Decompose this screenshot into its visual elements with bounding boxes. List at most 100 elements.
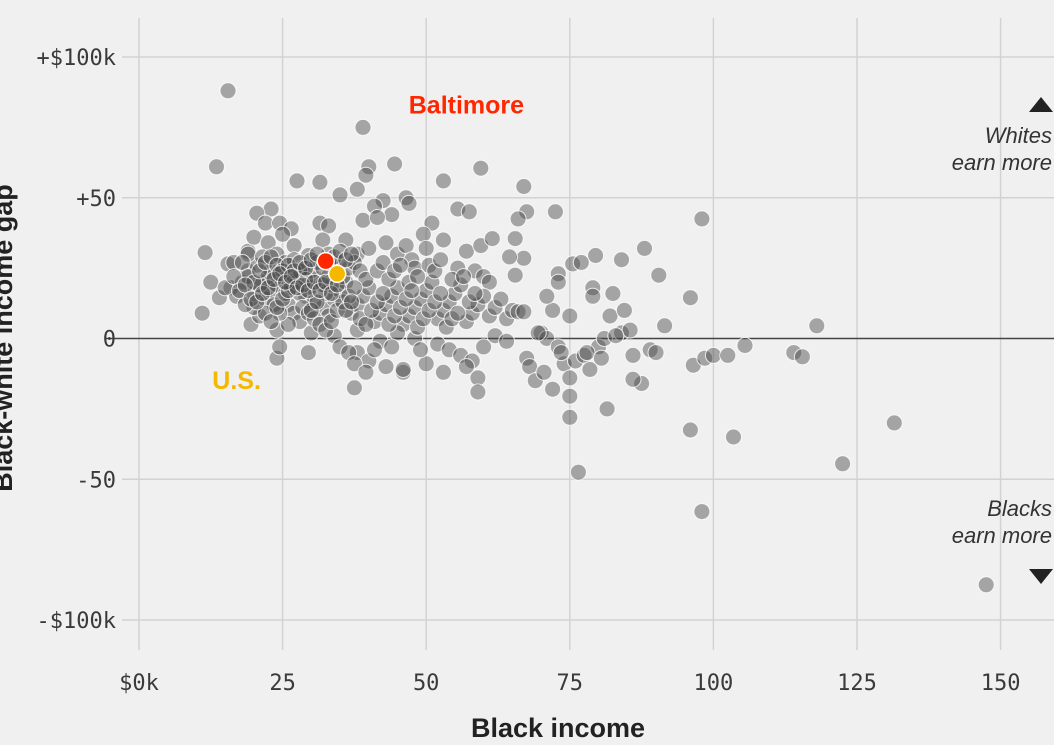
data-point (368, 293, 386, 311)
data-point (345, 379, 363, 397)
data-point (274, 225, 292, 243)
data-point (650, 266, 668, 284)
data-point (808, 317, 826, 335)
data-point (509, 303, 527, 321)
data-point (288, 172, 306, 190)
data-point (343, 245, 360, 263)
data-point (377, 358, 395, 376)
x-tick-label: 125 (837, 671, 877, 696)
data-point (317, 321, 335, 339)
data-point (325, 327, 343, 345)
data-point (360, 239, 378, 257)
data-point (564, 255, 582, 273)
data-point (409, 318, 427, 336)
data-point (561, 408, 579, 426)
x-tick-label: 25 (269, 671, 296, 696)
data-point (567, 352, 584, 370)
data-point (581, 361, 599, 378)
data-point (598, 400, 616, 418)
data-point (208, 158, 225, 176)
data-point (420, 301, 438, 319)
data-point (328, 301, 346, 319)
data-point (578, 344, 596, 362)
y-tick-label: 0 (103, 328, 116, 353)
data-point (412, 341, 429, 359)
data-point (486, 299, 504, 316)
data-point (403, 282, 421, 300)
data-point (322, 285, 340, 302)
data-point (345, 279, 363, 297)
data-point (656, 317, 674, 335)
data-point (693, 210, 711, 228)
data-point (432, 251, 450, 269)
data-point (457, 358, 475, 376)
data-point (363, 301, 381, 319)
data-point (469, 383, 487, 401)
data-point (434, 363, 452, 381)
data-point (354, 211, 372, 229)
data-point (549, 273, 567, 291)
data-point (426, 293, 444, 311)
data-point (297, 259, 315, 277)
y-axis-title: Black-white income gap (0, 184, 18, 492)
data-point (785, 344, 803, 362)
data-point (394, 361, 412, 378)
data-point (793, 348, 811, 366)
data-point (538, 330, 556, 347)
data-point (613, 251, 630, 269)
data-point (337, 301, 355, 319)
data-point (331, 186, 349, 204)
data-point (193, 304, 211, 322)
data-point (636, 239, 653, 257)
y-tick-label: -$100k (37, 609, 116, 634)
data-point (572, 254, 590, 271)
data-point (302, 301, 320, 319)
data-point (498, 332, 516, 350)
data-point (245, 228, 263, 246)
data-point (219, 255, 237, 273)
data-point (308, 293, 326, 311)
data-point (460, 203, 478, 221)
data-point (351, 262, 369, 280)
data-point (506, 266, 524, 284)
data-point (535, 363, 553, 381)
data-point (544, 301, 562, 319)
data-point (348, 180, 366, 198)
data-point (357, 270, 375, 288)
data-point (633, 375, 651, 392)
data-point (561, 307, 579, 325)
data-point (271, 338, 289, 356)
data-points (193, 82, 995, 594)
data-point (466, 285, 484, 302)
data-point (469, 369, 487, 387)
data-point (377, 234, 395, 252)
data-point (248, 204, 266, 222)
data-point (366, 341, 383, 359)
data-point (518, 203, 536, 221)
data-point (521, 358, 539, 376)
data-point (834, 455, 852, 473)
data-point (621, 321, 639, 339)
data-point (302, 324, 320, 342)
data-point (569, 463, 587, 481)
data-point (457, 242, 475, 260)
data-point (529, 324, 547, 342)
data-point (681, 289, 699, 307)
data-point (397, 237, 415, 255)
data-point (483, 230, 501, 248)
data-point (262, 200, 280, 218)
data-point (515, 249, 533, 267)
data-point (391, 256, 409, 274)
data-point (386, 155, 404, 173)
data-point (414, 225, 432, 243)
data-point (607, 327, 625, 345)
data-point (268, 349, 286, 367)
gridlines (122, 18, 1054, 650)
data-point (624, 346, 642, 364)
x-axis-title: Black income (471, 713, 645, 743)
x-tick-label: 100 (694, 671, 734, 696)
data-point (285, 304, 303, 322)
